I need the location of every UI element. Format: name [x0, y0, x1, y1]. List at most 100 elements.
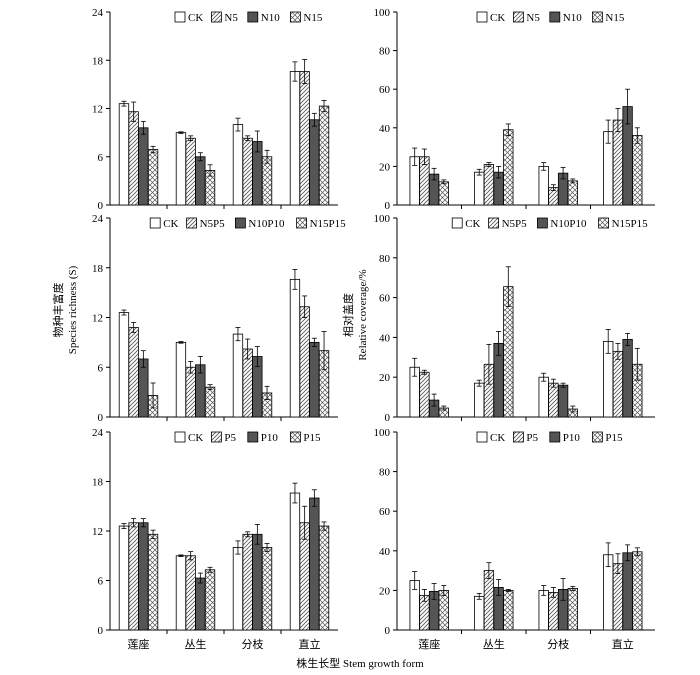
chart-bottom-left: 0 6 12 18 24 莲座 丛生 分枝 直立 CK P5 P10 P15: [92, 427, 338, 651]
bar-N5-0: [128, 111, 139, 206]
y-tick-label: 60: [379, 84, 391, 96]
legend-label-N5P5: N5P5: [502, 218, 528, 230]
bar-N15-1: [503, 129, 514, 206]
bar-N10-3: [309, 119, 320, 206]
bar-N15-3: [632, 135, 643, 206]
legend-swatch-P15: [289, 431, 301, 443]
legend-label-N10P10: N10P10: [550, 218, 587, 230]
bar-CK-1: [175, 341, 187, 418]
x-tick-label: 丛生: [483, 637, 505, 651]
y-tick-label: 40: [379, 546, 391, 558]
legend: CK N5P5 N10P10 N15P15: [451, 217, 648, 230]
y-tick-label: 6: [98, 576, 104, 588]
legend-swatch-N5P5: [488, 217, 500, 229]
legend-label-N15P15: N15P15: [310, 218, 347, 230]
legend-label-N10P10: N10P10: [248, 218, 285, 230]
legend-label-P10: P10: [261, 432, 279, 444]
legend-swatch-P10: [247, 431, 259, 443]
bar-N15-3: [318, 105, 330, 206]
legend: CK N5 N10 N15: [476, 11, 625, 24]
y-axis-title-left-cn: 物种丰富度: [51, 283, 65, 338]
y-tick-label: 0: [98, 625, 104, 637]
legend-label-N10: N10: [261, 12, 280, 24]
y-axis-title-right-en: Relative coverage/%: [357, 269, 369, 360]
y-tick-label: 20: [379, 161, 391, 173]
bar-P15-3: [318, 525, 330, 631]
y-tick-label: 100: [374, 427, 391, 439]
y-tick-label: 12: [92, 313, 103, 325]
y-tick-label: 40: [379, 123, 391, 135]
bar-P5-1: [483, 570, 495, 631]
chart-bottom-right: 0 20 40 60 80 100 莲座 丛生 分枝 直立 CK P5 P10 P15: [374, 427, 655, 651]
legend-label-CK: CK: [163, 218, 178, 230]
bar-P5-0: [128, 522, 139, 631]
x-axis-title: 株生长型 Stem growth form: [296, 656, 424, 670]
x-tick-label: 分枝: [547, 637, 569, 651]
x-tick-label: 分枝: [242, 637, 264, 651]
legend-swatch-P5: [513, 431, 524, 443]
legend-swatch-CK: [174, 11, 186, 23]
y-tick-label: 6: [98, 152, 104, 164]
legend-label-N15: N15: [605, 12, 624, 24]
y-tick-label: 0: [385, 412, 391, 424]
y-tick-label: 18: [92, 263, 104, 275]
x-tick-label: 莲座: [418, 637, 440, 651]
legend-swatch-CK: [174, 431, 186, 443]
y-tick-label: 12: [92, 526, 103, 538]
y-tick-label: 40: [379, 332, 391, 344]
x-tick-label: 直立: [612, 637, 634, 651]
y-tick-label: 80: [379, 467, 391, 479]
bar-P15-1: [204, 569, 216, 631]
bar-P10-3: [622, 552, 633, 631]
bar-CK-3: [289, 71, 301, 206]
bar-P5-1: [185, 555, 196, 631]
legend-label-CK: CK: [465, 218, 480, 230]
legend-label-N5P5: N5P5: [200, 218, 226, 230]
legend-swatch-N5: [513, 11, 524, 23]
legend-label-CK: CK: [490, 12, 505, 24]
bar-P15-0: [438, 590, 449, 631]
bar-N15-0: [147, 149, 159, 206]
legend-label-N10: N10: [563, 12, 582, 24]
bar-N5-3: [612, 119, 624, 206]
chart-middle-left: 0 6 12 18 24 CK N5P5 N10P10 N15P15: [92, 213, 346, 424]
bar-N5-2: [242, 137, 253, 206]
legend-label-CK: CK: [188, 432, 203, 444]
bar-P15-2: [567, 588, 578, 631]
bar-P10-0: [138, 522, 149, 631]
y-tick-label: 60: [379, 506, 391, 518]
legend-swatch-CK: [149, 217, 161, 229]
legend-swatch-N10: [247, 11, 259, 23]
bar-N15-2: [567, 180, 578, 206]
y-tick-label: 18: [92, 477, 104, 489]
bar-P10-1: [195, 577, 206, 631]
legend-swatch-N10: [549, 11, 561, 23]
legend: CK P5 P10 P15: [174, 431, 321, 444]
y-tick-label: 80: [379, 46, 391, 58]
legend-label-N5: N5: [224, 12, 238, 24]
bar-P5-2: [548, 591, 559, 631]
bar-CK-3: [289, 492, 301, 631]
y-tick-label: 18: [92, 55, 104, 67]
x-tick-label: 直立: [299, 637, 321, 651]
y-tick-label: 100: [374, 7, 391, 19]
bar-N10P10-3: [309, 341, 320, 418]
legend-swatch-N15P15: [296, 217, 308, 229]
legend-label-CK: CK: [490, 432, 505, 444]
y-axis-title-right-cn: 相对盖度: [341, 293, 355, 337]
bar-N10-0: [138, 127, 149, 206]
bar-N5P5-1: [185, 366, 196, 418]
bar-P15-3: [632, 551, 643, 631]
bar-CK-0: [118, 312, 130, 418]
bar-CK-1: [175, 132, 187, 206]
bar-CK-2: [232, 124, 244, 206]
bar-CK-1: [474, 171, 485, 206]
legend-swatch-P15: [592, 431, 603, 443]
y-tick-label: 80: [379, 253, 391, 265]
bar-CK-2: [232, 333, 244, 418]
bar-N5P5-3: [612, 350, 624, 418]
bar-P5-2: [242, 533, 253, 631]
bar-N10P10-2: [557, 384, 569, 418]
bar-N10P10-3: [622, 338, 633, 418]
